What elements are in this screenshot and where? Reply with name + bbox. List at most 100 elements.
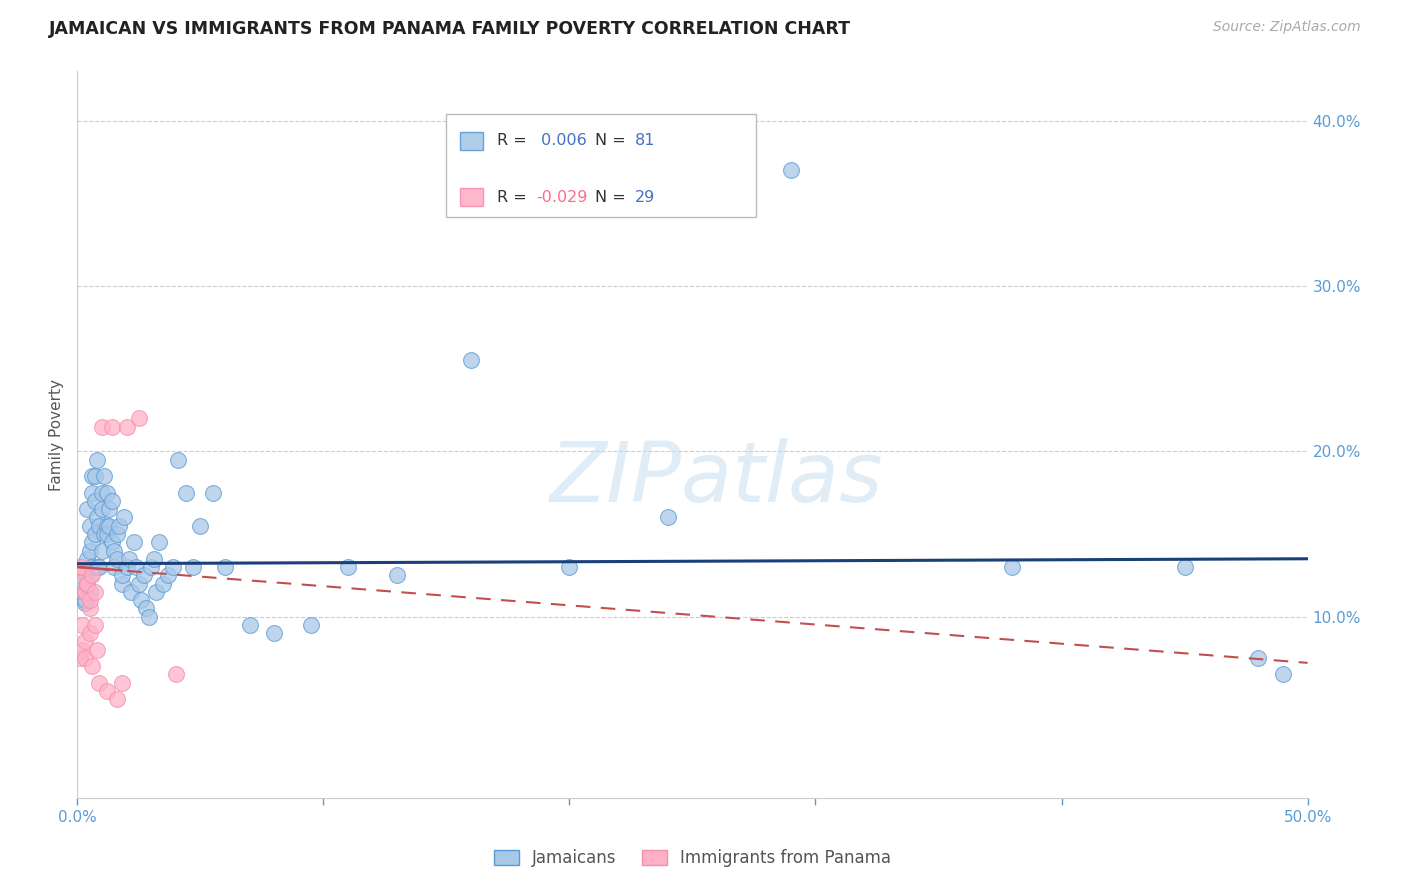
Point — [73, 584, 96, 599]
Point — [73, 584, 96, 599]
Point — [83, 584, 105, 599]
Point — [82, 568, 104, 582]
Point — [190, 518, 212, 533]
Point — [76, 502, 98, 516]
Point — [101, 535, 124, 549]
Text: R =: R = — [498, 134, 527, 148]
Point — [115, 560, 138, 574]
Point — [70, 584, 93, 599]
Point — [79, 593, 101, 607]
Legend: Jamaicans, Immigrants from Panama: Jamaicans, Immigrants from Panama — [488, 842, 897, 873]
Point — [70, 618, 93, 632]
Point — [76, 576, 98, 591]
Point — [148, 535, 170, 549]
Point — [387, 568, 409, 582]
Point — [69, 560, 91, 574]
Point — [1001, 560, 1024, 574]
Point — [79, 518, 101, 533]
Point — [558, 560, 581, 574]
Point — [96, 527, 118, 541]
Text: 0.006: 0.006 — [537, 134, 588, 148]
Point — [239, 618, 262, 632]
Point — [82, 659, 104, 673]
Point — [167, 452, 190, 467]
Point — [118, 551, 141, 566]
Point — [165, 667, 187, 681]
Point — [73, 634, 96, 648]
Point — [111, 675, 132, 690]
Point — [460, 353, 482, 368]
Point — [73, 651, 96, 665]
Point — [121, 584, 143, 599]
Point — [83, 494, 105, 508]
Point — [73, 596, 96, 610]
Point — [76, 576, 98, 591]
Point — [89, 675, 111, 690]
Point — [131, 593, 153, 607]
Point — [73, 593, 96, 607]
Point — [112, 510, 135, 524]
Point — [101, 494, 124, 508]
Point — [69, 651, 91, 665]
Y-axis label: Family Poverty: Family Poverty — [49, 379, 65, 491]
Point — [83, 618, 105, 632]
Text: R =: R = — [498, 190, 527, 204]
Text: -0.029: -0.029 — [537, 190, 588, 204]
Text: N =: N = — [596, 134, 626, 148]
Point — [657, 510, 679, 524]
Point — [1174, 560, 1197, 574]
Text: ZIPatlas: ZIPatlas — [550, 438, 884, 519]
Point — [141, 560, 163, 574]
Point — [105, 551, 128, 566]
Point — [174, 485, 197, 500]
Point — [142, 551, 165, 566]
Point — [69, 568, 91, 582]
Point — [70, 642, 93, 657]
Text: JAMAICAN VS IMMIGRANTS FROM PANAMA FAMILY POVERTY CORRELATION CHART: JAMAICAN VS IMMIGRANTS FROM PANAMA FAMIL… — [49, 20, 851, 37]
Point — [70, 576, 93, 591]
Point — [83, 469, 105, 483]
Point — [138, 609, 160, 624]
Point — [90, 485, 114, 500]
Point — [86, 510, 108, 524]
Point — [105, 527, 128, 541]
Point — [125, 560, 148, 574]
Point — [89, 560, 111, 574]
Point — [157, 568, 180, 582]
Text: 29: 29 — [636, 190, 655, 204]
Point — [73, 568, 96, 582]
Point — [115, 419, 138, 434]
Point — [76, 576, 98, 591]
Point — [89, 518, 111, 533]
Point — [108, 518, 131, 533]
Point — [103, 543, 125, 558]
Point — [263, 626, 285, 640]
Point — [79, 584, 101, 599]
Point — [96, 518, 118, 533]
Point — [82, 485, 104, 500]
Point — [98, 518, 121, 533]
Point — [132, 568, 155, 582]
Point — [1272, 667, 1295, 681]
Point — [82, 535, 104, 549]
Point — [79, 568, 101, 582]
Point — [103, 560, 125, 574]
Point — [214, 560, 236, 574]
Text: 81: 81 — [636, 134, 655, 148]
Point — [98, 502, 121, 516]
Point — [86, 452, 108, 467]
Point — [128, 576, 150, 591]
Point — [90, 543, 114, 558]
Point — [79, 543, 101, 558]
Point — [152, 576, 174, 591]
Point — [111, 568, 132, 582]
Point — [86, 642, 108, 657]
Point — [1247, 651, 1270, 665]
Text: N =: N = — [596, 190, 626, 204]
Point — [780, 163, 803, 178]
Point — [82, 469, 104, 483]
Point — [79, 626, 101, 640]
Point — [93, 469, 115, 483]
Point — [145, 584, 167, 599]
Point — [122, 535, 145, 549]
